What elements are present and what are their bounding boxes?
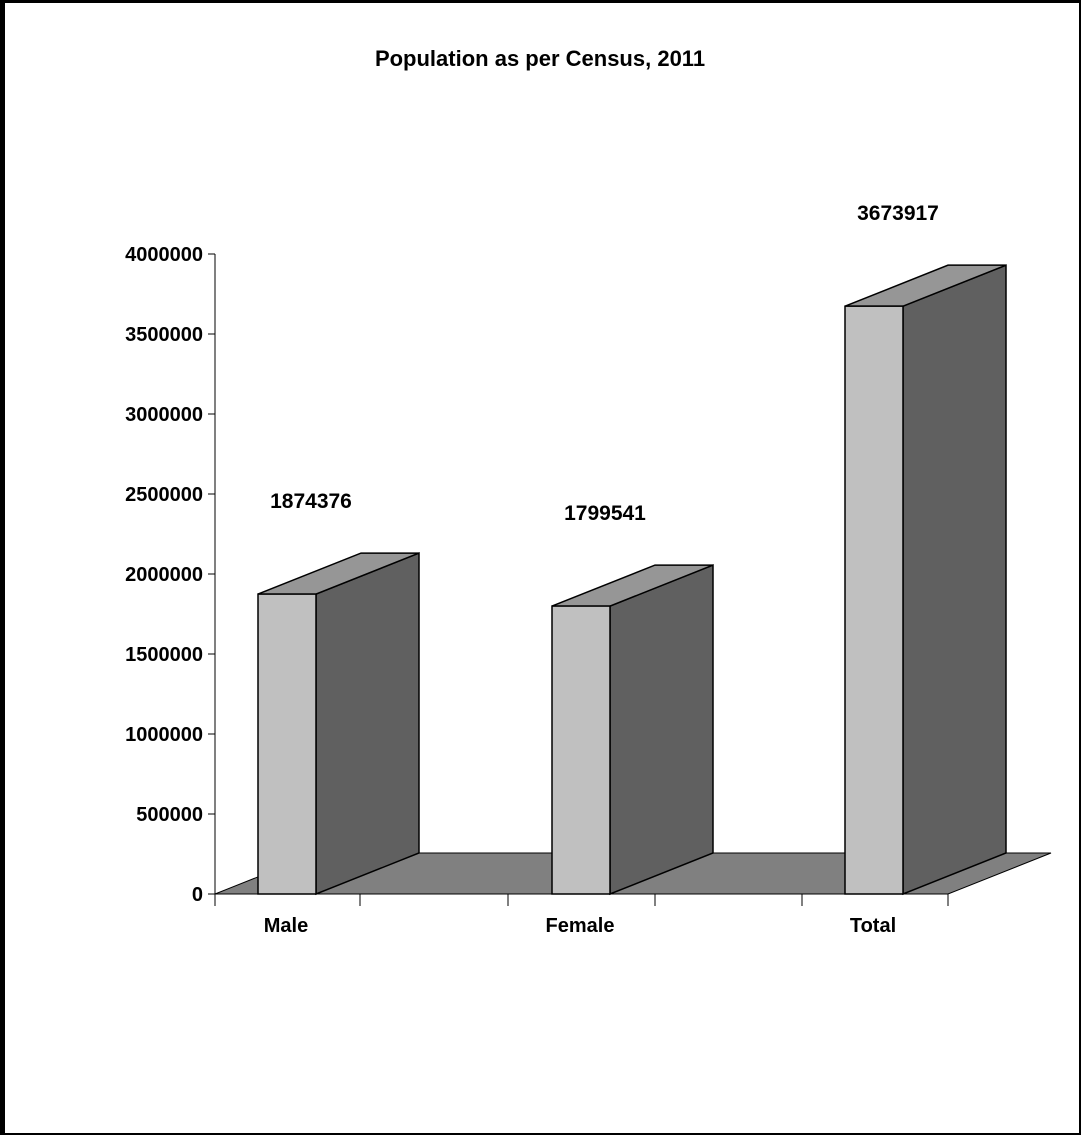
y-tick-label: 3000000 xyxy=(125,404,203,426)
x-tick-label: Male xyxy=(264,915,308,937)
y-tick-label: 4000000 xyxy=(125,244,203,266)
data-label: 3673917 xyxy=(857,202,939,225)
bar-total xyxy=(844,264,1007,896)
bar-male xyxy=(257,551,420,896)
bar-female xyxy=(551,563,714,896)
bar-side-face xyxy=(609,563,714,896)
y-tick-label: 2000000 xyxy=(125,564,203,586)
bar-front-face xyxy=(844,305,904,895)
bar-side-face xyxy=(315,551,420,896)
x-tick-label: Female xyxy=(546,915,615,937)
y-tick-label: 1500000 xyxy=(125,644,203,666)
bar-front-face xyxy=(551,605,611,895)
data-label: 1799541 xyxy=(564,502,646,525)
bar-side-face xyxy=(902,264,1007,896)
x-tick-label: Total xyxy=(850,915,896,937)
data-label: 1874376 xyxy=(270,490,352,513)
chart-title: Population as per Census, 2011 xyxy=(375,46,705,71)
bar-front-face xyxy=(257,593,317,895)
y-tick-label: 0 xyxy=(192,884,203,906)
y-tick-label: 1000000 xyxy=(125,724,203,746)
y-tick-label: 500000 xyxy=(136,804,203,826)
y-tick-label: 3500000 xyxy=(125,324,203,346)
y-tick-label: 2500000 xyxy=(125,484,203,506)
